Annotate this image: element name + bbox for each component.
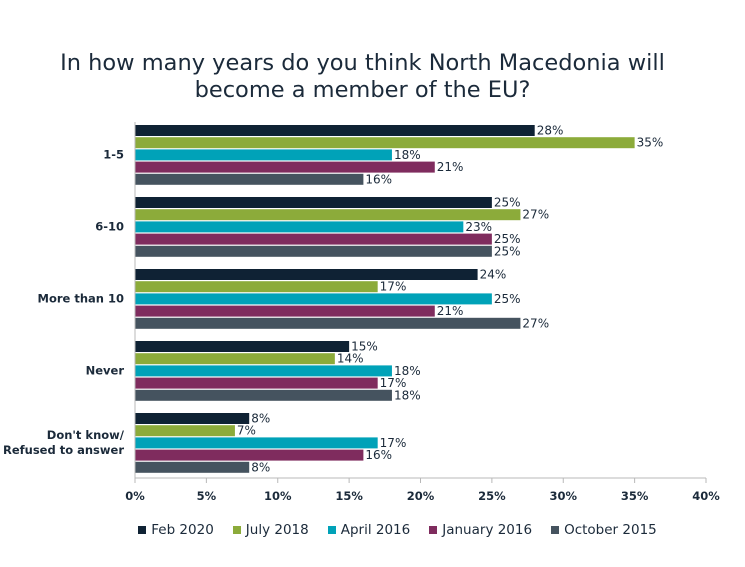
bar bbox=[135, 137, 635, 149]
bar bbox=[135, 341, 350, 352]
bar bbox=[135, 377, 378, 389]
data-label: 7% bbox=[237, 424, 256, 438]
legend-swatch bbox=[232, 526, 241, 534]
x-tick-label: 20% bbox=[407, 489, 435, 503]
bar bbox=[135, 221, 464, 233]
chart-title-line-2: become a member of the EU? bbox=[194, 77, 531, 103]
data-label: 25% bbox=[494, 232, 521, 246]
legend-label: April 2016 bbox=[340, 522, 411, 538]
bar bbox=[135, 413, 250, 424]
x-tick-label: 35% bbox=[621, 489, 649, 503]
bar bbox=[135, 437, 378, 449]
legend-swatch bbox=[551, 526, 560, 534]
bar bbox=[135, 353, 335, 365]
x-tick-label: 40% bbox=[692, 489, 720, 503]
data-label: 21% bbox=[437, 160, 464, 174]
x-tick-label: 10% bbox=[264, 489, 292, 503]
data-label: 18% bbox=[394, 388, 421, 402]
x-tick-label: 30% bbox=[549, 489, 577, 503]
bars-layer bbox=[135, 125, 635, 473]
bar bbox=[135, 317, 521, 329]
legend-label: July 2018 bbox=[245, 522, 309, 538]
category-label: Don't know/ bbox=[47, 428, 125, 442]
bar bbox=[135, 365, 392, 377]
bar bbox=[135, 281, 378, 293]
data-label: 24% bbox=[480, 268, 507, 282]
legend-item: January 2016 bbox=[429, 522, 532, 538]
data-label: 25% bbox=[494, 292, 521, 306]
legend-swatch bbox=[429, 526, 438, 534]
data-label: 25% bbox=[494, 244, 521, 258]
x-tick-label: 0% bbox=[125, 489, 145, 503]
data-label: 8% bbox=[251, 412, 270, 426]
bar bbox=[135, 425, 235, 437]
category-label: Refused to answer bbox=[3, 443, 124, 457]
legend-label: October 2015 bbox=[564, 522, 657, 538]
legend-item: July 2018 bbox=[232, 522, 309, 538]
category-label: 1-5 bbox=[103, 148, 124, 162]
bar bbox=[135, 149, 392, 161]
data-label: 18% bbox=[394, 364, 421, 378]
bar bbox=[135, 125, 535, 136]
bar bbox=[135, 305, 435, 317]
x-tick-label: 25% bbox=[478, 489, 506, 503]
data-label: 16% bbox=[365, 448, 392, 462]
bar bbox=[135, 209, 521, 221]
data-label: 16% bbox=[365, 172, 392, 186]
data-label: 17% bbox=[380, 376, 407, 390]
data-label: 35% bbox=[637, 136, 664, 150]
data-label: 17% bbox=[380, 280, 407, 294]
chart-title: In how many years do you think North Mac… bbox=[0, 50, 725, 104]
category-label: Never bbox=[86, 364, 125, 378]
data-label: 25% bbox=[494, 196, 521, 210]
legend-swatch bbox=[327, 526, 336, 534]
data-labels-layer: 28%35%18%21%16%25%27%23%25%25%24%17%25%2… bbox=[237, 124, 663, 475]
x-axis: 0% 5% 10% 15% 20% 25% 30% 35% 40% bbox=[125, 122, 720, 503]
legend-label: January 2016 bbox=[442, 522, 533, 538]
legend-label: Feb 2020 bbox=[151, 522, 214, 538]
bar bbox=[135, 269, 478, 280]
data-label: 8% bbox=[251, 460, 270, 474]
data-label: 23% bbox=[465, 220, 492, 234]
bar bbox=[135, 461, 250, 473]
bar bbox=[135, 173, 364, 185]
category-label: 6-10 bbox=[95, 220, 124, 234]
category-labels-layer: 1-5 6-10 More than 10 Never Don't know/Refus… bbox=[3, 148, 125, 458]
data-label: 15% bbox=[351, 340, 378, 354]
bar bbox=[135, 245, 492, 257]
bar bbox=[135, 161, 435, 173]
legend-swatch bbox=[138, 526, 147, 534]
data-label: 27% bbox=[522, 316, 549, 330]
legend-item: October 2015 bbox=[551, 522, 657, 538]
bar bbox=[135, 293, 492, 305]
data-label: 17% bbox=[380, 436, 407, 450]
x-tick-label: 15% bbox=[335, 489, 363, 503]
data-label: 28% bbox=[537, 124, 564, 138]
category-label: More than 10 bbox=[38, 292, 124, 306]
legend-item: April 2016 bbox=[327, 522, 411, 538]
data-label: 21% bbox=[437, 304, 464, 318]
data-label: 14% bbox=[337, 352, 364, 366]
bar bbox=[135, 389, 392, 401]
bar bbox=[135, 233, 492, 245]
x-tick-label: 5% bbox=[197, 489, 217, 503]
legend-item: Feb 2020 bbox=[138, 522, 214, 538]
chart-title-line-1: In how many years do you think North Mac… bbox=[60, 50, 665, 76]
data-label: 18% bbox=[394, 148, 421, 162]
legend: Feb 2020 July 2018 April 2016 January 2016 O… bbox=[0, 522, 745, 538]
bar bbox=[135, 197, 492, 208]
bar bbox=[135, 449, 364, 461]
data-label: 27% bbox=[522, 208, 549, 222]
